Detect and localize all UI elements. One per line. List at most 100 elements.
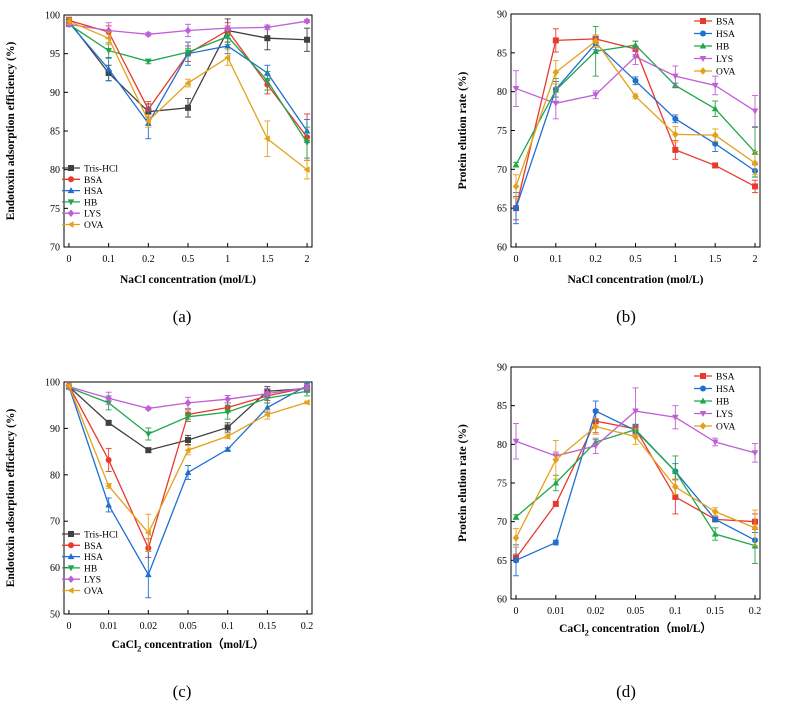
x-tick-label: 1 (673, 254, 678, 265)
data-point (105, 456, 112, 463)
y-tick-label: 85 (50, 127, 60, 138)
x-tick-label: 0.1 (221, 621, 234, 632)
x-axis-title: NaCl concentration (mol/L) (567, 274, 703, 286)
data-point (184, 399, 192, 407)
series-ova (65, 17, 311, 180)
data-point (751, 159, 759, 167)
x-tick-label: 0.2 (301, 621, 314, 632)
data-point (105, 419, 112, 426)
legend-label: BSA (84, 542, 103, 552)
data-point (752, 183, 759, 190)
data-point (672, 146, 679, 153)
legend-label: OVA (716, 68, 735, 78)
data-point (711, 131, 719, 139)
data-point (711, 82, 719, 89)
data-point (105, 482, 112, 490)
legend-swatch-marker (67, 187, 75, 194)
data-point (65, 382, 72, 390)
x-axis-title: CaCl2 concentration（mol/L） (559, 621, 712, 638)
y-tick-label: 65 (497, 556, 507, 567)
data-point (512, 86, 520, 93)
data-point (303, 140, 311, 147)
legend-swatch-marker (67, 587, 74, 594)
data-point (592, 422, 599, 431)
x-axis-title: NaCl concentration (mol/L) (120, 274, 256, 286)
legend-swatch-marker (700, 373, 706, 379)
x-tick-label: 0.2 (589, 254, 602, 265)
data-point (263, 135, 270, 143)
data-point (751, 450, 759, 457)
x-tick-label: 0 (513, 606, 518, 617)
data-point (672, 414, 679, 421)
data-point (264, 395, 271, 402)
x-tick-label: 0.5 (629, 254, 642, 265)
panel-label: (c) (173, 682, 192, 701)
y-tick-label: 100 (45, 378, 60, 389)
data-point (105, 48, 112, 55)
legend-swatch-marker (68, 165, 74, 171)
data-point (672, 483, 679, 491)
legend-label: LYS (716, 55, 733, 65)
data-point (552, 100, 560, 107)
data-point (184, 26, 192, 35)
data-point (105, 34, 112, 42)
legend-label: LYS (716, 410, 733, 420)
x-tick-label: 0.1 (102, 254, 115, 265)
x-tick-label: 0.2 (749, 606, 762, 617)
data-point (672, 115, 679, 122)
data-point (552, 456, 560, 464)
data-point (552, 37, 559, 44)
data-point (712, 162, 719, 169)
x-tick-label: 0.1 (669, 606, 682, 617)
legend-label: OVA (716, 423, 735, 433)
y-tick-label: 90 (50, 424, 60, 435)
data-point (224, 409, 231, 416)
data-point (512, 513, 520, 520)
legend-label: BSA (716, 18, 735, 28)
x-tick-label: 0.1 (550, 254, 563, 265)
data-point (592, 408, 599, 415)
data-point (632, 77, 639, 84)
data-point (672, 130, 679, 139)
data-point (264, 23, 271, 32)
data-point (592, 37, 599, 45)
y-tick-label: 60 (497, 595, 507, 606)
data-point (264, 35, 271, 42)
y-tick-label: 75 (497, 126, 507, 137)
series-lys (512, 48, 759, 128)
data-point (304, 36, 311, 43)
chart-panel-2: 50 60 70 80 90 100 0 0.01 0.02 0.05 0.1 0.15 0.2 Endo… (5, 378, 313, 702)
x-tick-label: 0.02 (140, 621, 158, 632)
data-point (65, 17, 72, 25)
data-point (303, 383, 311, 392)
legend-label: LYS (84, 576, 101, 586)
data-point (264, 389, 271, 398)
data-point (303, 166, 310, 173)
data-point (185, 437, 191, 443)
data-point (711, 507, 719, 516)
x-tick-label: 1 (225, 254, 230, 265)
data-point (512, 182, 520, 191)
data-point (224, 34, 231, 41)
data-point (512, 534, 520, 542)
data-point (751, 524, 759, 532)
y-tick-label: 70 (497, 165, 507, 176)
chart-panel-1: 60 65 70 75 80 85 90 0 0.1 0.2 0.5 1 1.5 2 Protein elu… (457, 10, 761, 326)
legend-swatch-marker (68, 542, 74, 549)
data-point (145, 447, 152, 454)
data-point (672, 467, 679, 474)
x-axis-title: CaCl2 concentration（mol/L） (112, 637, 265, 654)
data-point (712, 140, 719, 147)
y-tick-label: 60 (497, 243, 507, 254)
data-point (632, 54, 639, 61)
data-point (712, 516, 719, 523)
legend-swatch-marker (699, 67, 707, 75)
legend-swatch-marker (700, 385, 706, 392)
panel-label: (d) (616, 682, 636, 701)
chart-panel-0: 70 75 80 85 90 95 100 0 0.1 0.2 0.5 1 1.5 2 Endotoxin … (5, 11, 313, 326)
data-point (672, 493, 679, 500)
legend-label: Tris-HCl (84, 531, 118, 541)
legend-label: HB (84, 198, 97, 208)
y-tick-label: 70 (50, 243, 60, 254)
legend-label: OVA (84, 587, 103, 597)
